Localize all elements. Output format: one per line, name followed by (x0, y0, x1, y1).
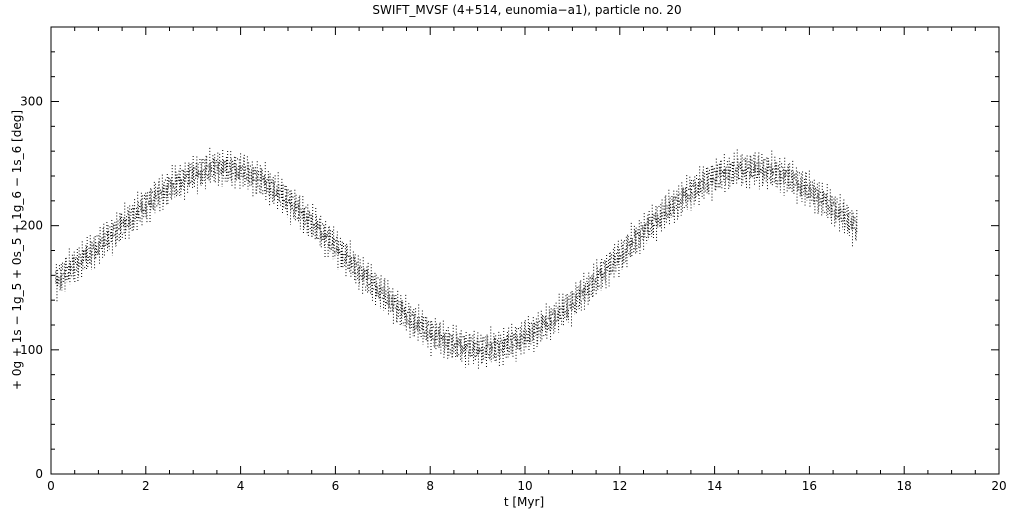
y-axis-label: + 0g + 1s − 1g_5 + 0s_5 + 1g_6 − 1s_6 [d… (10, 110, 24, 390)
x-axis: 0 2 4 6 8 10 12 14 16 18 20 (47, 27, 1007, 493)
x-tick-label: 20 (991, 479, 1006, 493)
x-tick-label: 0 (47, 479, 55, 493)
plot-frame (50, 26, 1000, 475)
x-tick-label: 10 (517, 479, 532, 493)
x-tick-label: 8 (426, 479, 434, 493)
x-tick-label: 16 (802, 479, 817, 493)
x-tick-label: 12 (612, 479, 627, 493)
chart-title: SWIFT_MVSF (4+514, eunomia−a1), particle… (372, 3, 681, 17)
x-tick-label: 6 (332, 479, 340, 493)
x-tick-label: 4 (237, 479, 245, 493)
x-tick-label: 18 (897, 479, 912, 493)
x-tick-label: 14 (707, 479, 722, 493)
data-points (55, 147, 858, 370)
x-tick-label: 2 (142, 479, 150, 493)
y-tick-label: 0 (35, 467, 43, 481)
y-tick-label: 200 (20, 219, 43, 233)
y-axis: 0 100 200 300 (20, 26, 999, 481)
y-tick-label: 300 (20, 95, 43, 109)
y-tick-label: 100 (20, 343, 43, 357)
x-axis-label: t [Myr] (504, 495, 544, 509)
